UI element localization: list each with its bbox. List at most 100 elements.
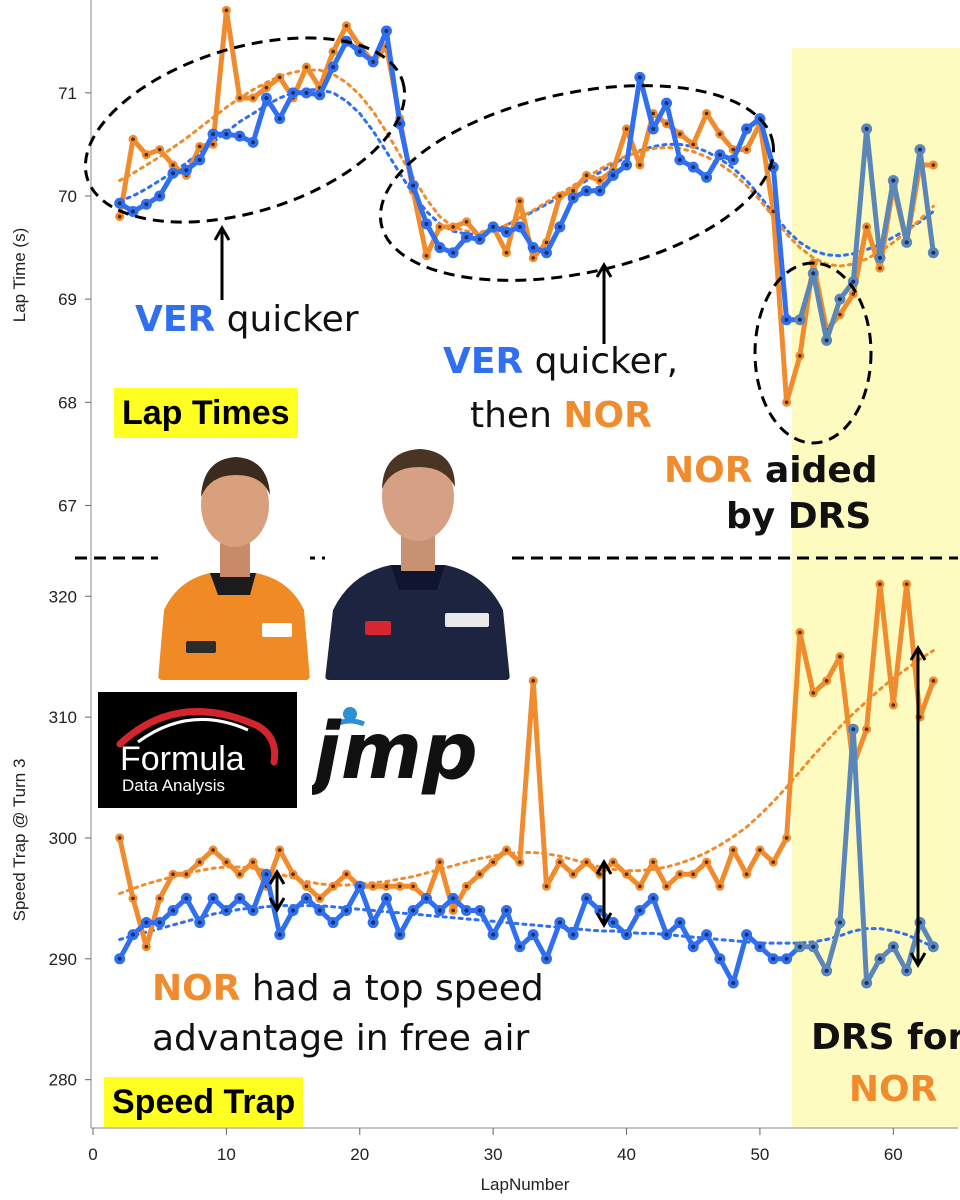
driver-photo-nor xyxy=(158,445,310,680)
lap-ver-point-dot xyxy=(437,245,442,250)
lap-nor-point-dot xyxy=(251,96,255,100)
lap-ver-point-dot xyxy=(557,224,562,229)
speed-nor-point-dot xyxy=(438,860,442,864)
lap-ver-point-dot xyxy=(117,201,122,206)
speed-nor-point-dot xyxy=(344,872,349,877)
speed-ver-point-dot xyxy=(477,908,482,913)
svg-text:Formula: Formula xyxy=(120,740,245,778)
svg-text:Data Analysis: Data Analysis xyxy=(122,776,225,795)
lap-ver-point-dot xyxy=(864,126,869,131)
speed-ver-point-dot xyxy=(704,932,709,937)
speed-nor-point-dot xyxy=(611,860,615,864)
lap-nor-point-dot xyxy=(224,8,229,13)
speed-nor-point-dot xyxy=(491,860,495,864)
lap-nor-point-dot xyxy=(331,49,335,54)
lap-ver-point-dot xyxy=(917,147,922,152)
speed-ver-point-dot xyxy=(277,932,282,937)
speed-ver-point-dot xyxy=(717,956,722,961)
speed-nor-point-dot xyxy=(157,896,162,901)
y-tick-label-speed: 310 xyxy=(49,708,77,727)
speed-nor-point-dot xyxy=(478,872,482,877)
speed-nor-point-dot xyxy=(117,836,122,840)
speed-nor-point-dot xyxy=(131,896,135,901)
x-tick-label: 30 xyxy=(484,1145,503,1164)
speed-nor-point-dot xyxy=(224,860,229,864)
y-tick-label-speed: 290 xyxy=(49,950,77,969)
lap-ver-point-dot xyxy=(651,126,656,131)
lap-nor-point-dot xyxy=(264,85,269,90)
y-axis-label-lap: Lap Time (s) xyxy=(10,228,29,322)
series-lines xyxy=(114,5,939,989)
speed-ver-point-dot xyxy=(824,968,829,973)
ellipse-drs-aided xyxy=(753,261,873,445)
lap-ver-point-dot xyxy=(277,116,282,121)
lap-nor-point-dot xyxy=(571,189,575,193)
speed-ver-point-dot xyxy=(424,896,429,901)
lap-nor-point-dot xyxy=(277,75,282,80)
lap-nor-point-dot xyxy=(931,163,936,167)
speed-ver-point-dot xyxy=(584,896,589,901)
lap-ver-point-dot xyxy=(517,224,522,229)
lap-ver-point-dot xyxy=(264,95,269,100)
speed-ver-point-dot xyxy=(744,932,749,937)
speed-ver-point-dot xyxy=(891,944,896,949)
speed-nor-point-dot xyxy=(464,884,469,889)
speed-nor-point-dot xyxy=(704,860,709,864)
lap-nor-trend-line xyxy=(118,68,935,268)
lap-ver-point-dot xyxy=(731,157,736,162)
lap-ver-point-dot xyxy=(224,132,229,137)
speed-ver-point-dot xyxy=(504,908,509,913)
speed-ver-point-dot xyxy=(491,932,496,937)
svg-text:jmp: jmp xyxy=(312,707,478,797)
lap-ver-point-dot xyxy=(611,173,616,178)
lap-nor-point-dot xyxy=(638,163,642,167)
x-tick-label: 0 xyxy=(88,1145,97,1164)
lap-ver-point-dot xyxy=(931,250,936,255)
lap-ver-point-dot xyxy=(184,168,189,173)
lap-ver-point-dot xyxy=(677,157,682,162)
speed-nor-point-dot xyxy=(531,679,535,683)
speed-ver-point-dot xyxy=(531,932,536,937)
speed-ver-point-dot xyxy=(157,920,162,925)
lap-nor-point-dot xyxy=(171,163,175,167)
arrow-speed-gap-1-head xyxy=(268,869,286,885)
ver-quicker-note-2: VER quicker, xyxy=(443,341,679,382)
lap-ver-point-dot xyxy=(717,152,722,157)
lap-ver-point-dot xyxy=(331,65,336,70)
speed-ver-point-dot xyxy=(904,968,909,973)
speed-ver-point-dot xyxy=(611,920,616,925)
speed-nor-point-dot xyxy=(784,836,789,840)
lap-nor-point-dot xyxy=(544,240,549,245)
arrow-ver-quicker-1-head xyxy=(213,225,231,241)
speed-ver-point-dot xyxy=(877,956,882,961)
speed-nor-point-dot xyxy=(317,896,322,901)
speed-ver-point-dot xyxy=(797,944,802,949)
speed-ver-point-dot xyxy=(184,896,189,901)
speed-nor-point-dot xyxy=(931,679,936,683)
speed-ver-point-dot xyxy=(544,956,549,961)
speed-nor-point-dot xyxy=(384,884,389,889)
speed-nor-point-dot xyxy=(798,630,802,635)
y-tick-label-speed: 300 xyxy=(49,829,77,848)
speed-ver-point-dot xyxy=(331,920,336,925)
lap-nor-point-dot xyxy=(237,96,242,100)
speed-nor-point-dot xyxy=(904,582,909,586)
speed-nor-point-dot xyxy=(638,884,642,889)
lap-nor-point-dot xyxy=(424,254,429,258)
speed-ver-point-dot xyxy=(757,944,762,949)
lap-ver-point-dot xyxy=(904,240,909,245)
lap-nor-point-dot xyxy=(864,225,869,229)
lap-ver-point-dot xyxy=(424,221,429,226)
speed-nor-point-dot xyxy=(691,872,696,877)
lap-nor-point-dot xyxy=(157,147,162,152)
lap-nor-point-dot xyxy=(664,121,669,126)
speed-ver-point-dot xyxy=(464,908,469,913)
lap-ver-point-dot xyxy=(304,90,309,95)
speed-nor-point-dot xyxy=(277,848,282,852)
lap-ver-point-dot xyxy=(784,317,789,322)
speed-ver-point-dot xyxy=(651,896,656,901)
ver-quicker-note-1: VER quicker xyxy=(135,299,359,340)
speed-nor-point-dot xyxy=(451,908,455,913)
lap-ver-point-dot xyxy=(357,49,362,54)
speed-nor-point-dot xyxy=(718,884,722,889)
